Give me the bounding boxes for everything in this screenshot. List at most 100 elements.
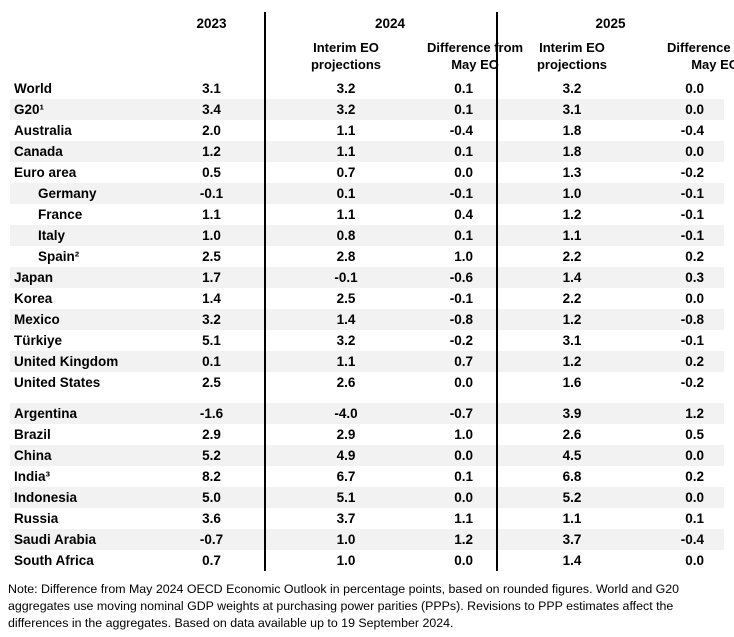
header-line: Interim EO <box>313 40 379 56</box>
col-header-2023: 2023 <box>196 15 227 31</box>
table-row: United Kingdom 0.1 1.1 0.7 1.2 0.2 <box>10 351 724 372</box>
col-header-2024-interim: Interim EO projections <box>265 40 427 74</box>
country-label: South Africa <box>14 553 94 568</box>
table-row: Indonesia 5.0 5.1 0.0 5.2 0.0 <box>10 487 724 508</box>
country-label: Indonesia <box>14 490 78 505</box>
value-cell-2024_diff_from_may_eo: 0.0 <box>454 165 473 180</box>
table-row: Italy 1.0 0.8 0.1 1.1 -0.1 <box>10 225 724 246</box>
country-label: France <box>38 207 83 222</box>
value-cell-2025_diff_from_may_eo: 1.2 <box>685 406 704 421</box>
value-cell-2025_diff_from_may_eo: 0.0 <box>685 448 704 463</box>
header-line: May EO <box>451 57 499 72</box>
table-row: Japan 1.7 -0.1 -0.6 1.4 0.3 <box>10 267 724 288</box>
value-cell-2023: -1.6 <box>199 406 224 421</box>
value-cell-2023: 1.1 <box>202 207 221 222</box>
value-cell-2025_diff_from_may_eo: 0.5 <box>685 427 704 442</box>
value-cell-2024_diff_from_may_eo: -0.8 <box>449 312 473 327</box>
col-header-2025-diff: Difference from May EO <box>667 40 734 74</box>
value-cell-2023: 3.4 <box>202 102 221 117</box>
col-header-2024-diff: Difference from May EO <box>427 40 523 74</box>
value-cell-2025_diff_from_may_eo: -0.2 <box>680 165 704 180</box>
value-cell-2023: 2.5 <box>202 375 221 390</box>
value-cell-2025_diff_from_may_eo: -0.4 <box>680 532 704 547</box>
value-cell-2024_interim_eo: 3.2 <box>336 81 356 96</box>
value-cell-2024_interim_eo: 2.9 <box>336 427 356 442</box>
country-label: Canada <box>14 144 63 159</box>
value-cell-2024_interim_eo: 1.1 <box>336 207 356 222</box>
value-cell-2024_diff_from_may_eo: 0.0 <box>454 490 473 505</box>
table-row: Brazil 2.9 2.9 1.0 2.6 0.5 <box>10 424 724 445</box>
header-block: Difference from May EO <box>667 40 734 74</box>
table-row: Canada 1.2 1.1 0.1 1.8 0.0 <box>10 141 724 162</box>
value-cell-2025_diff_from_may_eo: -0.4 <box>680 123 704 138</box>
value-cell-2024_interim_eo: -4.0 <box>334 406 358 421</box>
value-cell-2025_interim_eo: 3.7 <box>562 532 582 547</box>
value-cell-2024_interim_eo: 5.1 <box>336 490 356 505</box>
country-label: Spain² <box>38 249 80 264</box>
table-row: Argentina -1.6 -4.0 -0.7 3.9 1.2 <box>10 403 724 424</box>
value-cell-2025_diff_from_may_eo: -0.2 <box>680 375 704 390</box>
value-cell-2024_diff_from_may_eo: 0.0 <box>454 448 473 463</box>
value-cell-2025_diff_from_may_eo: 0.1 <box>685 511 704 526</box>
value-cell-2025_interim_eo: 4.5 <box>562 448 582 463</box>
value-cell-2025_interim_eo: 1.8 <box>562 123 582 138</box>
value-cell-2024_diff_from_may_eo: 1.0 <box>454 427 473 442</box>
value-cell-2024_interim_eo: 0.8 <box>336 228 356 243</box>
value-cell-2025_diff_from_may_eo: 0.0 <box>685 144 704 159</box>
table-row: India³ 8.2 6.7 0.1 6.8 0.2 <box>10 466 724 487</box>
value-cell-2025_interim_eo: 1.0 <box>562 186 582 201</box>
value-cell-2023: 3.1 <box>202 81 221 96</box>
header-line: Difference from <box>667 40 734 56</box>
value-cell-2025_diff_from_may_eo: -0.8 <box>680 312 704 327</box>
value-cell-2025_diff_from_may_eo: 0.3 <box>685 270 704 285</box>
value-cell-2024_interim_eo: 0.7 <box>336 165 356 180</box>
country-label: Italy <box>38 228 66 243</box>
value-cell-2023: 0.1 <box>202 354 221 369</box>
value-cell-2025_interim_eo: 1.6 <box>562 375 582 390</box>
table-row: United States 2.5 2.6 0.0 1.6 -0.2 <box>10 372 724 393</box>
country-label: India³ <box>14 469 50 484</box>
value-cell-2024_diff_from_may_eo: 1.2 <box>454 532 473 547</box>
value-cell-2024_interim_eo: 1.0 <box>336 553 356 568</box>
country-label: Euro area <box>14 165 77 180</box>
country-label: Argentina <box>14 406 78 421</box>
value-cell-2024_diff_from_may_eo: 0.1 <box>454 81 473 96</box>
country-label: Germany <box>38 186 97 201</box>
table-row: Russia 3.6 3.7 1.1 1.1 0.1 <box>10 508 724 529</box>
value-cell-2024_diff_from_may_eo: 0.1 <box>454 469 473 484</box>
country-label: G20¹ <box>14 102 45 117</box>
value-cell-2024_interim_eo: 2.5 <box>336 291 356 306</box>
value-cell-2024_interim_eo: 3.2 <box>336 333 356 348</box>
value-cell-2023: -0.1 <box>199 186 224 201</box>
value-cell-2023: 5.0 <box>202 490 221 505</box>
value-cell-2025_interim_eo: 1.1 <box>562 228 582 243</box>
value-cell-2024_diff_from_may_eo: -0.4 <box>449 123 473 138</box>
col-header-2025-interim: Interim EO projections <box>497 40 667 74</box>
value-cell-2025_interim_eo: 1.2 <box>562 312 582 327</box>
value-cell-2024_diff_from_may_eo: -0.1 <box>449 186 473 201</box>
value-cell-2024_diff_from_may_eo: 0.4 <box>454 207 473 222</box>
value-cell-2025_interim_eo: 1.4 <box>562 270 582 285</box>
value-cell-2025_diff_from_may_eo: 0.2 <box>685 469 704 484</box>
table-row: Saudi Arabia -0.7 1.0 1.2 3.7 -0.4 <box>10 529 724 550</box>
value-cell-2023: 1.4 <box>202 291 221 306</box>
value-cell-2025_interim_eo: 1.1 <box>562 511 582 526</box>
table-row: World 3.1 3.2 0.1 3.2 0.0 <box>10 78 724 99</box>
table-body-advanced-economies: World 3.1 3.2 0.1 3.2 0.0 G20¹ 3.4 3.2 0.1 3.1 0.0 A… <box>10 78 724 393</box>
value-cell-2024_diff_from_may_eo: 0.0 <box>454 375 473 390</box>
header-line: Interim EO <box>539 40 605 56</box>
value-cell-2025_interim_eo: 2.6 <box>562 427 582 442</box>
table-row: Germany -0.1 0.1 -0.1 1.0 -0.1 <box>10 183 724 204</box>
value-cell-2025_interim_eo: 3.9 <box>562 406 582 421</box>
country-label: China <box>14 448 52 463</box>
value-cell-2024_interim_eo: 2.6 <box>336 375 356 390</box>
sub-header-row: Interim EO projections Difference from M… <box>10 36 734 78</box>
value-cell-2024_diff_from_may_eo: 0.0 <box>454 553 473 568</box>
header-line: Difference from <box>427 40 524 56</box>
value-cell-2025_diff_from_may_eo: -0.1 <box>680 228 704 243</box>
country-label: Japan <box>14 270 54 285</box>
country-label: World <box>14 81 52 96</box>
country-label: Russia <box>14 511 59 526</box>
value-cell-2025_diff_from_may_eo: -0.1 <box>680 186 704 201</box>
value-cell-2024_diff_from_may_eo: -0.2 <box>449 333 473 348</box>
